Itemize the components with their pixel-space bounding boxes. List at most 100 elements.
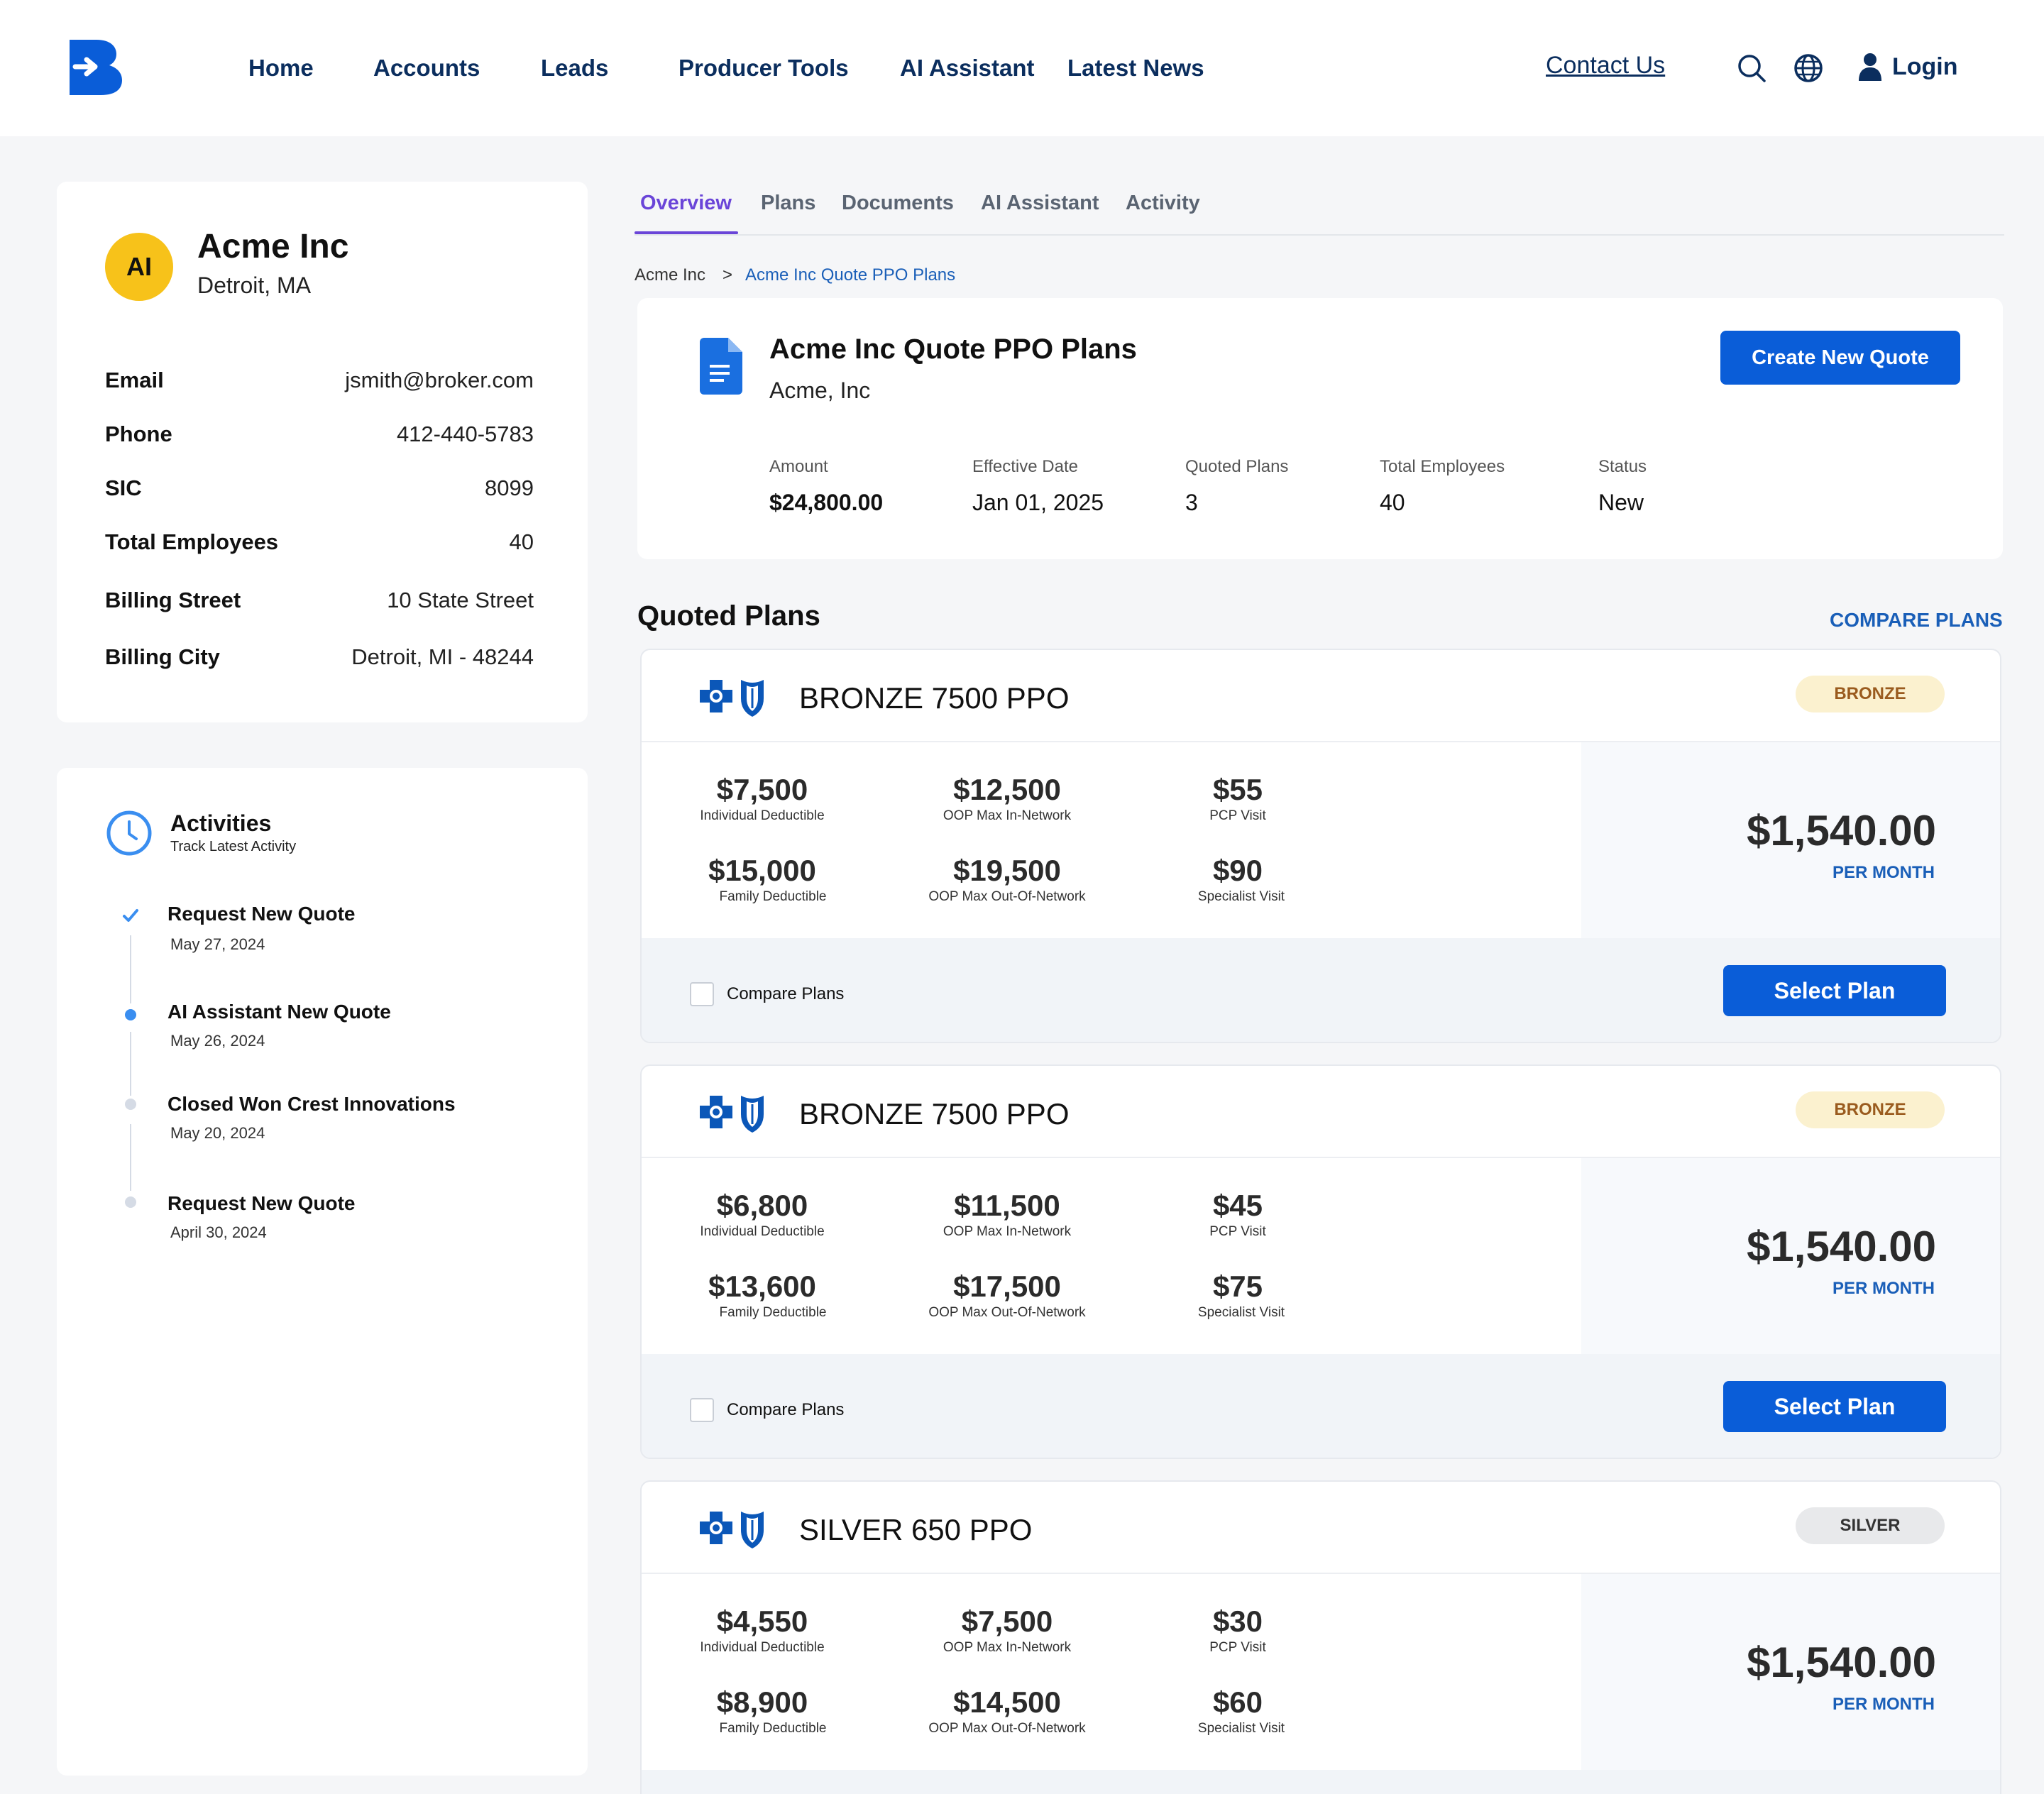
avatar: AI [105,233,173,301]
metric-value: $11,500 [954,1189,1060,1222]
company-name: Acme Inc [197,228,349,265]
timeline-dot [125,1009,136,1020]
metric-value: $12,500 [953,773,1061,806]
timeline-line [130,1032,131,1096]
activity-item-date: May 27, 2024 [170,935,265,953]
info-row-phone: Phone 412-440-5783 [105,420,534,448]
quote-title: Acme Inc Quote PPO Plans [769,334,1137,365]
monthly-price: $1,540.00 [1747,1639,1936,1686]
metric-value: $45 [1212,1189,1263,1222]
contact-us-link[interactable]: Contact Us [1546,52,1666,79]
metric-value: $7,500 [716,773,808,806]
plan-details: $7,500 Individual Deductible $12,500 OOP M… [642,742,2000,938]
activities-card: Activities Track Latest Activity Request… [57,768,588,1776]
metric-value: $15,000 [708,854,816,887]
metric-individual-deductible: $7,500 Individual Deductible [691,772,833,825]
compare-checkbox-label[interactable]: Compare Plans [727,984,845,1003]
metric-oop-out-of-network: $17,500 OOP Max Out-Of-Network [925,1269,1089,1321]
activity-item-title[interactable]: Closed Won Crest Innovations [167,1093,456,1115]
per-month-label: PER MONTH [1833,863,1935,882]
metric-value: $13,600 [708,1270,816,1303]
nav-latest-news[interactable]: Latest News [1067,55,1204,81]
activities-title: Activities [170,810,272,836]
activity-item-title[interactable]: Request New Quote [167,1192,356,1214]
metric-pcp-visit: $45 PCP Visit [1195,1188,1280,1240]
timeline-dot [125,1196,136,1208]
tab-plans[interactable]: Plans [761,192,816,214]
compare-checkbox-label[interactable]: Compare Plans [727,1400,845,1419]
plan-details: $4,550 Individual Deductible $7,500 OOP Ma… [642,1574,2000,1770]
field-label: Billing Street [105,588,241,612]
metric-oop-in-network: $12,500 OOP Max In-Network [925,772,1089,825]
document-icon [700,338,742,395]
bcbs-logo-icon [700,1096,764,1133]
stat-label-amount: Amount [769,457,828,476]
metric-label: Specialist Visit [1197,889,1285,904]
monthly-price: $1,540.00 [1747,1223,1936,1270]
metric-oop-in-network: $11,500 OOP Max In-Network [925,1188,1089,1240]
tab-overview[interactable]: Overview [640,192,732,214]
metric-label: PCP Visit [1209,1224,1266,1239]
metric-oop-in-network: $7,500 OOP Max In-Network [925,1604,1089,1656]
check-icon [123,909,138,922]
plan-header: SILVER 650 PPO SILVER [642,1482,2000,1574]
metric-label: OOP Max In-Network [943,1224,1072,1239]
metric-label: OOP Max In-Network [943,808,1072,823]
timeline-dot [125,1099,136,1110]
nav-leads[interactable]: Leads [541,55,609,81]
nav-home[interactable]: Home [248,55,314,81]
user-icon [1859,53,1881,81]
plan-details: $6,800 Individual Deductible $11,500 OOP M… [642,1158,2000,1354]
activities-subtitle: Track Latest Activity [170,839,297,854]
nav-producer-tools[interactable]: Producer Tools [678,55,849,81]
metric-specialist-visit: $90 Specialist Visit [1181,853,1295,906]
metric-family-deductible: $13,600 Family Deductible [691,1269,833,1321]
nav-accounts[interactable]: Accounts [373,55,480,81]
activity-item-title[interactable]: AI Assistant New Quote [167,1001,391,1023]
info-row-billing-city: Billing City Detroit, MI - 48244 [105,643,534,671]
timeline-line [130,1124,131,1191]
plan-header: BRONZE 7500 PPO BRONZE [642,650,2000,742]
metric-label: Individual Deductible [700,1640,825,1655]
info-row-total-employees: Total Employees 40 [105,528,534,556]
tab-documents[interactable]: Documents [842,192,954,214]
select-plan-button[interactable]: Select Plan [1723,965,1946,1016]
create-new-quote-button[interactable]: Create New Quote [1720,331,1960,385]
quote-summary-card: Acme Inc Quote PPO Plans Acme, Inc Creat… [637,298,2003,559]
metric-pcp-visit: $55 PCP Visit [1195,772,1280,825]
activity-item-title[interactable]: Request New Quote [167,903,356,925]
plan-name: BRONZE 7500 PPO [799,681,1070,715]
tier-badge: BRONZE [1796,1091,1945,1128]
metric-label: Family Deductible [719,889,827,904]
tab-ai-assistant[interactable]: AI Assistant [981,192,1099,214]
brand-logo-icon[interactable] [70,40,122,95]
price-panel: $1,540.00 PER MONTH [1581,1158,2000,1354]
metric-value: $19,500 [953,854,1061,887]
select-plan-button[interactable]: Select Plan [1723,1381,1946,1432]
plan-card: SILVER 650 PPO SILVER $4,550 Individual D… [640,1480,2001,1794]
metric-family-deductible: $15,000 Family Deductible [691,853,833,906]
metric-value: $55 [1212,773,1263,806]
metric-label: OOP Max Out-Of-Network [928,889,1086,904]
price-panel: $1,540.00 PER MONTH [1581,742,2000,938]
search-icon[interactable] [1736,53,1767,84]
field-value[interactable]: jsmith@broker.com [345,368,534,392]
compare-checkbox[interactable] [690,982,714,1006]
login-button[interactable]: Login [1858,53,1958,81]
stat-label-status: Status [1598,457,1647,476]
breadcrumb-root[interactable]: Acme Inc [634,265,706,285]
metric-label: OOP Max Out-Of-Network [928,1305,1086,1320]
compare-checkbox[interactable] [690,1398,714,1422]
tab-activity[interactable]: Activity [1126,192,1200,214]
globe-icon[interactable] [1793,53,1824,84]
nav-ai-assistant[interactable]: AI Assistant [900,55,1035,81]
breadcrumb-current[interactable]: Acme Inc Quote PPO Plans [745,265,956,285]
activity-item-date: April 30, 2024 [170,1223,267,1241]
compare-plans-link[interactable]: COMPARE PLANS [1830,609,2003,631]
field-label: Billing City [105,644,220,669]
metric-value: $6,800 [716,1189,808,1222]
plan-card: BRONZE 7500 PPO BRONZE $6,800 Individual … [640,1064,2001,1459]
plan-name: BRONZE 7500 PPO [799,1097,1070,1130]
field-label: Phone [105,422,172,446]
field-value: 412-440-5783 [396,422,534,446]
